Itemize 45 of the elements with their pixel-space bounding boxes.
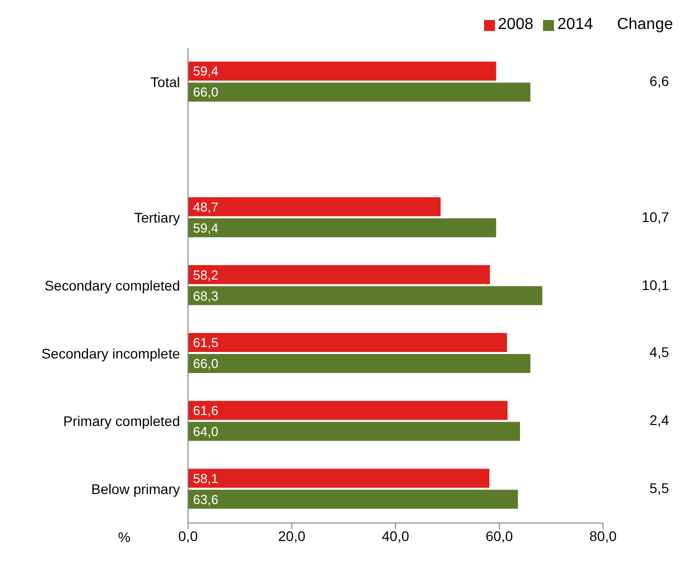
data-label: 58,2 [193,267,218,282]
x-tick-label: 40,0 [382,528,410,544]
data-label: 58,1 [193,470,218,486]
y-tick-label: Tertiary [134,210,180,226]
legend-label: 2014 [556,16,593,34]
text: 10,1 [642,276,669,292]
bar [188,218,496,238]
y-tick-label: Primary completed [63,413,180,430]
bar [188,354,530,373]
data-label: 63,6 [193,492,218,507]
data-label: 66,0 [193,356,218,372]
y-tick-label: Secondary completed [44,277,180,294]
text: 2,4 [650,412,669,428]
bar [188,286,542,306]
text: 5,5 [650,480,669,496]
legend-label: 2008 [496,16,534,34]
bar [188,82,530,102]
data-label: 61,6 [193,402,218,418]
bar [188,333,508,352]
y-tick-label: Below primary [91,481,180,498]
data-label: 61,5 [193,335,218,350]
y-tick-label: Total [150,74,180,90]
x-tick-label: 60,0 [486,528,514,544]
y-tick-label: Secondary incomplete [41,345,180,362]
x-axis-title: % [118,529,130,545]
bar [188,490,518,509]
bar [188,468,490,488]
data-label: 59,4 [193,64,218,79]
bar [188,265,490,284]
data-label: 48,7 [193,199,218,214]
x-tick-label: 80,0 [589,528,617,544]
x-tick-label: 20,0 [278,528,306,544]
bar [188,62,496,81]
text: 4,5 [650,344,669,360]
bar [188,422,520,441]
data-label: 68,3 [193,288,218,304]
data-label: 66,0 [193,84,218,100]
text: 6,6 [650,72,669,89]
text: 10,7 [642,208,669,225]
data-label: 64,0 [193,424,218,439]
data-label: 59,4 [193,220,218,236]
x-tick-label: 0,0 [178,528,198,544]
bar [188,400,508,420]
bar [188,197,441,216]
text: Change [616,16,673,34]
